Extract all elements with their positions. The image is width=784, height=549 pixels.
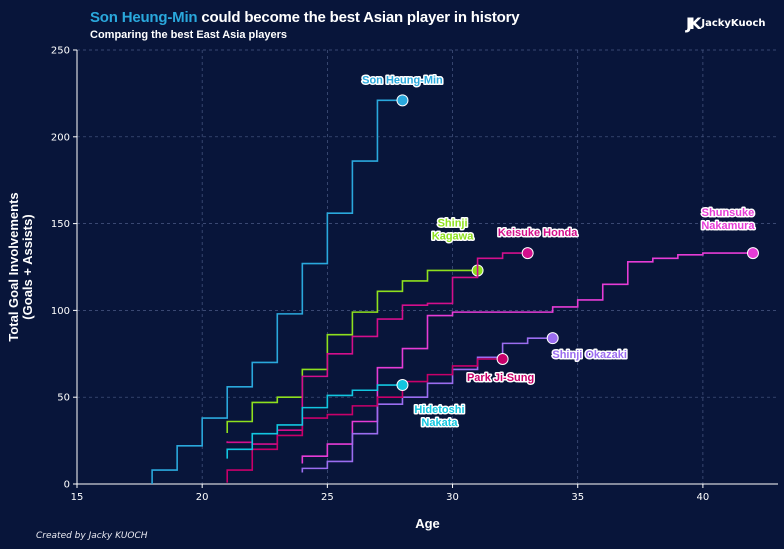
credit-text: Created by Jacky KUOCH [36, 531, 148, 541]
series-end-point [521, 247, 534, 260]
series-line [151, 99, 403, 484]
series-line [301, 337, 553, 473]
y-axis-title: Total Goal Involvements(Goals + Assists) [6, 192, 35, 341]
series-label: Son Heung-Min [362, 74, 443, 86]
y-tick-label: 150 [51, 219, 70, 230]
series-line [301, 252, 753, 464]
brand-logo: JK JackyKuoch [686, 12, 776, 34]
series-line [226, 269, 478, 433]
series-label: Shinji Okazaki [552, 349, 627, 361]
series-end-point [746, 247, 759, 260]
x-tick-label: 40 [697, 492, 710, 503]
series-label: Park Ji-Sung [467, 372, 534, 384]
series-line [226, 384, 403, 459]
series-label: Shinji Kagawa [432, 217, 474, 242]
series-end-point [396, 94, 409, 107]
series-label: Hidetoshi Nakata [414, 404, 464, 429]
series-line [226, 358, 503, 483]
x-tick-label: 20 [196, 492, 209, 503]
x-tick-label: 30 [446, 492, 459, 503]
series-end-point [546, 332, 559, 345]
x-tick-label: 35 [571, 492, 584, 503]
series-lines [151, 94, 759, 484]
logo-text: JackyKuoch [701, 17, 766, 29]
title-rest: could become the best Asian player in hi… [197, 9, 520, 26]
series-end-point [496, 353, 509, 366]
y-tick-label: 200 [51, 132, 70, 143]
series-end-point [396, 379, 409, 392]
series-label: Keisuke Honda [498, 227, 578, 239]
x-axis-title: Age [415, 516, 440, 531]
axes: 0 50 100 150 200 250 15 20 25 30 35 40 [51, 46, 778, 503]
x-tick-label: 15 [71, 492, 84, 503]
y-tick-label: 100 [51, 306, 70, 317]
y-tick-label: 0 [64, 480, 70, 491]
y-tick-label: 50 [57, 393, 70, 404]
title-highlight: Son Heung-Min [90, 9, 198, 26]
chart-title: Son Heung-Min could become the best Asia… [90, 9, 520, 26]
y-tick-label: 250 [51, 46, 70, 57]
series-label: Shunsuke Nakamura [701, 207, 755, 232]
logo-mark-icon: JK [686, 13, 701, 33]
chart-subtitle: Comparing the best East Asia players [90, 29, 288, 41]
series-labels: Son Heung-Min Shinji Kagawa Keisuke Honda Sh… [361, 73, 757, 431]
x-tick-label: 25 [321, 492, 334, 503]
